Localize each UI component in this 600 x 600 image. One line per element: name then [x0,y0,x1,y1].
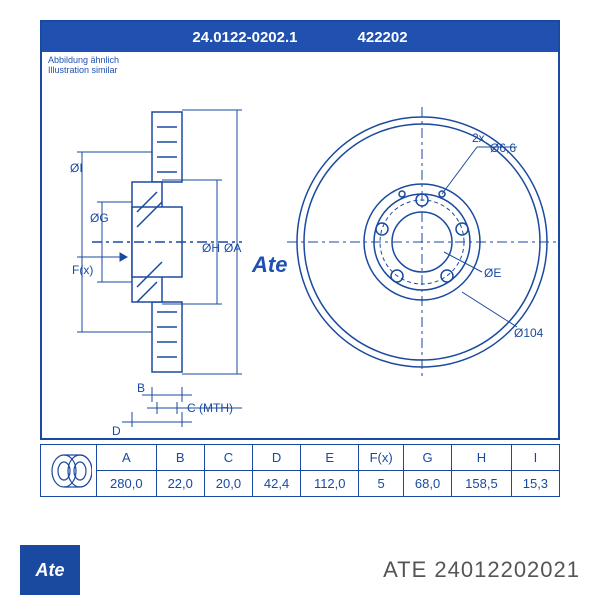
col-G: G [403,445,451,471]
label-dia-E: ØE [484,266,501,280]
brand-row: Ate ATE 24012202021 [0,540,600,600]
label-D: D [112,424,121,438]
brand-logo-text: Ate [35,560,64,581]
col-F: F(x) [359,445,404,471]
val-A: 280,0 [97,471,157,497]
col-E: E [301,445,359,471]
part-number-alt: 422202 [358,29,408,46]
col-A: A [97,445,157,471]
technical-drawing-svg: ØI ØG ØH ØA F(x) B C (MTH) D [42,52,562,440]
brand-text: ATE 24012202021 [100,557,580,583]
label-hole-count: 2x [472,131,485,145]
label-dia-H: ØH [202,241,220,255]
label-dia-A: ØA [224,241,241,255]
label-dia-G: ØG [90,211,109,225]
part-number-main: 24.0122-0202.1 [192,29,297,46]
col-I: I [511,445,559,471]
label-B: B [137,381,145,395]
val-F: 5 [359,471,404,497]
col-H: H [452,445,512,471]
rotor-icon [46,451,92,491]
col-D: D [253,445,301,471]
val-G: 68,0 [403,471,451,497]
col-B: B [156,445,204,471]
label-holes: Ø6,6 [490,141,516,155]
drawing-frame: 24.0122-0202.1 422202 Abbildung ähnlich … [40,20,560,440]
val-E: 112,0 [301,471,359,497]
brand-logo: Ate [20,545,80,595]
label-C: C (MTH) [187,401,233,415]
spec-table: A B C D E F(x) G H I 280,0 22,0 20,0 42,… [40,444,560,497]
brand-name: ATE [383,557,427,582]
diagram-area: ØI ØG ØH ØA F(x) B C (MTH) D [42,52,558,438]
val-C: 20,0 [204,471,252,497]
col-C: C [204,445,252,471]
drawing-header: 24.0122-0202.1 422202 [42,22,558,52]
label-F: F(x) [72,263,93,277]
table-value-row: 280,0 22,0 20,0 42,4 112,0 5 68,0 158,5 … [41,471,560,497]
label-pcd: Ø104 [514,326,544,340]
val-I: 15,3 [511,471,559,497]
val-D: 42,4 [253,471,301,497]
table-header-row: A B C D E F(x) G H I [41,445,560,471]
val-B: 22,0 [156,471,204,497]
spec-icon-cell [41,445,97,497]
label-dia-I: ØI [70,161,83,175]
center-logo: Ate [252,252,287,278]
val-H: 158,5 [452,471,512,497]
brand-code: 24012202021 [434,557,580,582]
